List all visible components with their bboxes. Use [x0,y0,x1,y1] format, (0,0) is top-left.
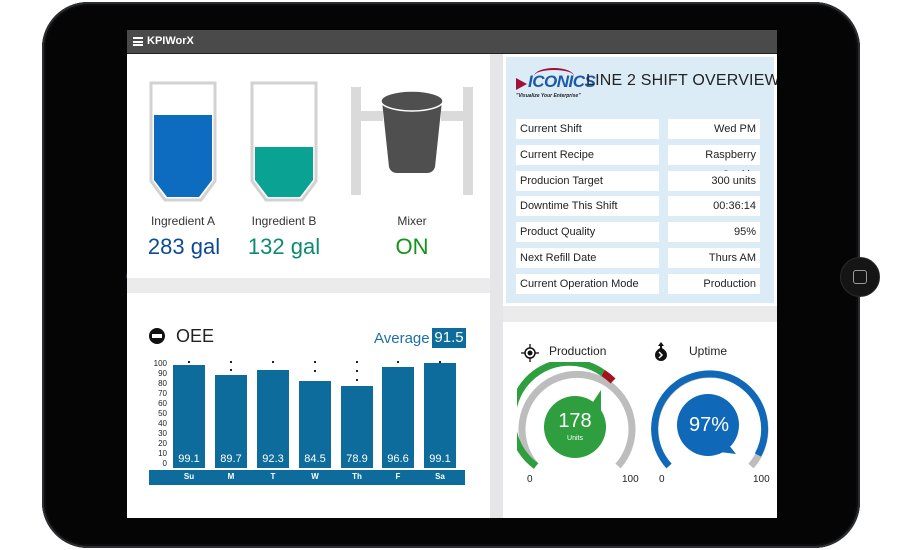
ingredient-a-label: Ingredient A [150,214,216,228]
average-value: 91.5 [432,328,466,348]
shift-overview-title: LINE 2 SHIFT OVERVIEW [586,72,777,89]
bar-t[interactable]: 92.3 [257,370,289,468]
production-value: 178 [558,410,592,432]
ingredient-b-tank-icon [250,81,318,202]
production-gauge [517,362,636,469]
app-title: KPIWorX [147,35,194,47]
mixer-icon [351,87,473,195]
ingredient-a-tank-icon [149,81,217,202]
home-button[interactable] [840,257,880,297]
target-icon [521,344,539,362]
ingredient-a-value: 283 gal [147,234,221,259]
uptime-value: 97% [688,414,730,436]
bar-sa[interactable]: 99.1 [424,363,456,468]
x-axis-band: Su M T W Th F Sa [149,470,465,485]
hamburger-menu-icon[interactable] [133,37,143,46]
ingredient-b-value: 132 gal [247,234,321,259]
uptime-gauge [651,370,769,469]
bar-su[interactable]: 99.1 [173,365,205,468]
uptime-drop-icon [655,342,667,361]
oee-title: OEE [176,326,215,346]
app-header: KPIWorX [127,30,777,54]
production-unit: Units [567,435,583,442]
uptime-label: Uptime [689,344,728,358]
bar-m[interactable]: 89.7 [215,375,247,468]
oee-stop-icon [149,328,165,344]
production-label: Production [549,344,607,358]
column-divider [490,54,503,518]
app-screen: KPIWorX Ingredient A 283 gal Ingredient … [127,30,777,518]
oee-panel: OEE Average 91.5 100 90 80 70 60 50 40 3… [127,293,490,518]
tanks-panel: Ingredient A 283 gal Ingredient B 132 ga… [127,54,490,278]
mixer-label: Mixer [397,214,427,228]
bar-w[interactable]: 84.5 [299,381,331,468]
ingredient-b-label: Ingredient B [251,214,317,228]
average-label: Average [374,330,430,347]
bar-f[interactable]: 96.6 [382,367,414,468]
bar-th[interactable]: 78.9 [341,386,373,468]
mixer-status: ON [395,234,429,259]
shift-overview-panel: ICONICS "Visualize Your Enterprise" LINE… [503,54,777,306]
logo-triangle-icon [516,78,527,90]
gauges-panel: Production 178 Units 0 100 Uptime 97% 0 … [503,322,777,518]
home-square-icon [853,270,867,284]
